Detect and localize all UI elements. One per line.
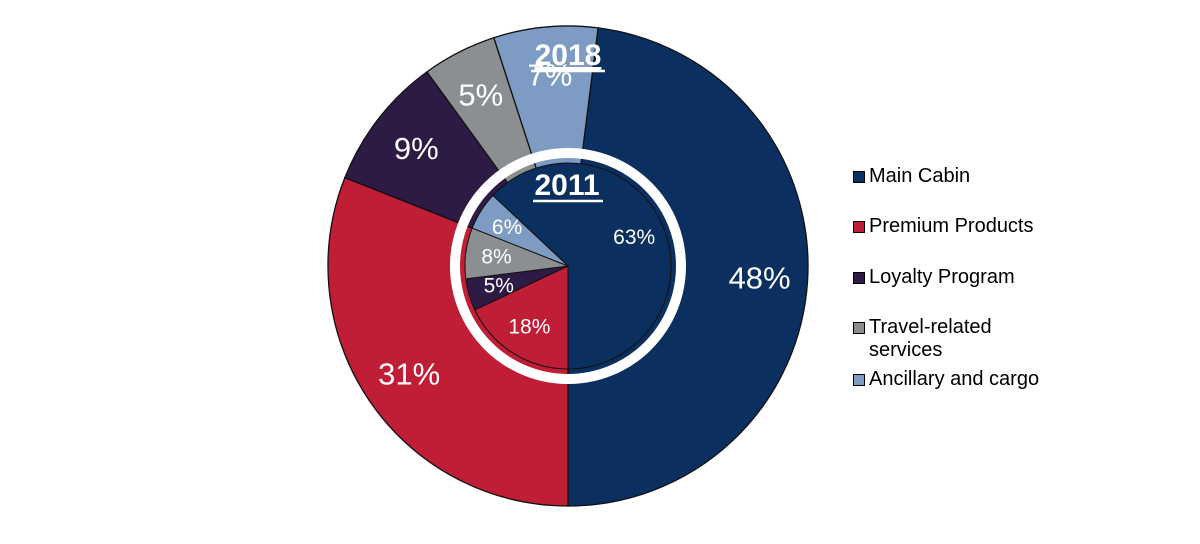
- pie-data-labels: 48% 31% 9% 5% 7% 63% 18% 5% 8% 6%: [378, 57, 790, 391]
- inner-ring-slice-premium-products: [474, 265, 569, 370]
- inner-ring-label-main-cabin: 63%: [613, 226, 655, 249]
- outer-ring-label-travel-related-services: 5%: [458, 77, 503, 112]
- legend-swatch-ancillary-and-cargo: [853, 374, 865, 386]
- outer-ring-label-ancillary-and-cargo: 7%: [527, 57, 572, 92]
- outer-ring-label-loyalty-program: 9%: [394, 131, 439, 166]
- legend-item-premium-products: Premium Products: [853, 215, 1034, 238]
- outer-ring-label-main-cabin: 48%: [729, 261, 791, 296]
- legend-item-loyalty-program: Loyalty Program: [853, 266, 1015, 289]
- inner-ring-label-ancillary-and-cargo: 6%: [492, 216, 522, 239]
- legend-label-travel-related-services: Travel-related services: [869, 316, 992, 361]
- legend-swatch-travel-related-services: [853, 322, 865, 334]
- inner-ring-slice-main-cabin: [492, 162, 672, 370]
- legend-label-loyalty-program: Loyalty Program: [869, 266, 1015, 288]
- legend-swatch-loyalty-program: [853, 272, 865, 284]
- legend-label-ancillary-and-cargo: Ancillary and cargo: [869, 368, 1040, 390]
- inner-pie-slices: [450, 148, 686, 384]
- outer-ring-label-premium-products: 31%: [378, 356, 440, 391]
- legend-item-travel-related-services: Travel-related services: [853, 316, 992, 362]
- inner-ring-label-loyalty-program: 5%: [484, 275, 514, 298]
- legend-label-main-cabin: Main Cabin: [869, 165, 971, 187]
- outer-ring-year-title: 2018: [535, 39, 602, 72]
- outer-ring-slice-main-cabin: [567, 27, 809, 507]
- inner-ring-label-travel-related-services: 8%: [481, 246, 511, 269]
- legend-item-ancillary-and-cargo: Ancillary and cargo: [853, 368, 1039, 391]
- legend-item-main-cabin: Main Cabin: [853, 165, 970, 188]
- legend-label-premium-products: Premium Products: [869, 215, 1034, 237]
- inner-ring-slice-ancillary-and-cargo: [471, 194, 569, 267]
- inner-pie-white-ring: [450, 148, 686, 384]
- inner-ring-label-premium-products: 18%: [508, 315, 550, 338]
- inner-ring-year-title: 2011: [534, 169, 599, 202]
- legend-swatch-main-cabin: [853, 171, 865, 183]
- legend-swatch-premium-products: [853, 221, 865, 233]
